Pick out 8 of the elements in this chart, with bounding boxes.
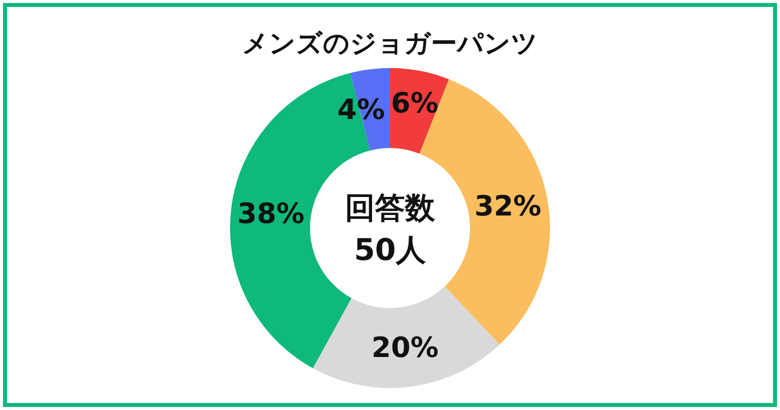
data-label: 38%	[237, 196, 304, 230]
text: 回答数 50人	[345, 191, 436, 268]
donut-slice	[312, 286, 500, 388]
data-label: 32%	[474, 190, 542, 223]
chart-title: メンズのジョガーパンツ	[242, 29, 538, 59]
data-label: 4%	[337, 92, 385, 126]
data-label: 20%	[372, 331, 439, 364]
data-label: 6%	[391, 86, 439, 120]
